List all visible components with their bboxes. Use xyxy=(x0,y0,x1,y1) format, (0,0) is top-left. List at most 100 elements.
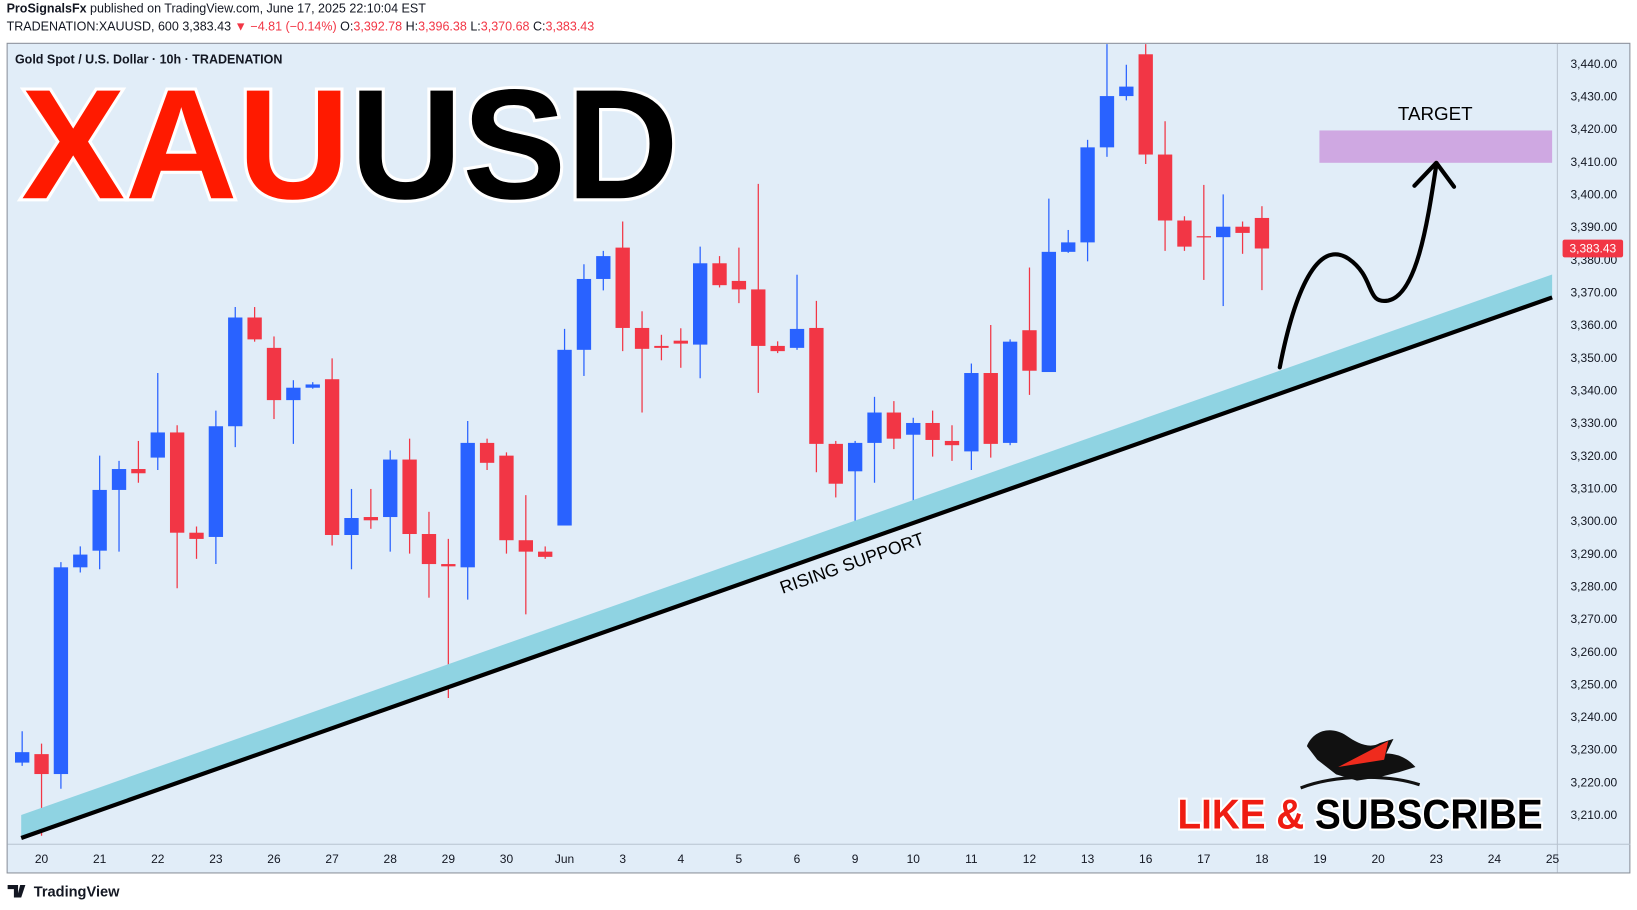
candle-body xyxy=(789,328,805,348)
candle-body xyxy=(169,432,185,533)
support-line xyxy=(20,295,1553,840)
x-tick-label: 3 xyxy=(619,852,626,866)
candle-body xyxy=(208,426,224,537)
candle-body xyxy=(828,443,843,484)
x-tick-label: 25 xyxy=(1546,852,1560,866)
symbol: TRADENATION:XAUUSD, 600 xyxy=(7,19,179,33)
candle-body xyxy=(867,412,882,443)
header-line-2: TRADENATION:XAUUSD, 600 3,383.43 ▼ −4.81… xyxy=(7,19,595,33)
candle-body xyxy=(344,518,359,535)
c-label: C: xyxy=(533,19,546,33)
x-tick-label: 23 xyxy=(209,852,223,866)
candle-body xyxy=(402,459,417,535)
y-tick-label: 3,300.00 xyxy=(1571,514,1618,528)
candle-body xyxy=(131,469,146,474)
y-tick-label: 3,240.00 xyxy=(1571,710,1618,724)
x-tick-label: 5 xyxy=(736,852,743,866)
x-tick-label: 9 xyxy=(852,852,859,866)
candle-body xyxy=(634,327,650,349)
y-tick-label: 3,400.00 xyxy=(1571,188,1618,202)
candle-body xyxy=(1061,242,1076,252)
candle-body xyxy=(1196,236,1211,238)
x-tick-label: 11 xyxy=(965,852,978,866)
candle-body xyxy=(983,373,998,444)
candle-body xyxy=(1216,226,1231,238)
author: ProSignalsFx xyxy=(7,2,87,16)
candle-body xyxy=(34,754,49,775)
x-tick-label: 19 xyxy=(1313,852,1327,866)
y-tick-label: 3,360.00 xyxy=(1571,318,1618,332)
big-title: XAUUSD xyxy=(21,57,678,232)
logo-bull xyxy=(1338,740,1389,768)
x-tick-label: 4 xyxy=(677,852,684,866)
candle-body xyxy=(1254,217,1270,249)
x-tick-label: 23 xyxy=(1430,852,1444,866)
candle-body xyxy=(460,442,475,568)
candle-body xyxy=(673,340,688,344)
y-tick-label: 3,290.00 xyxy=(1571,547,1618,561)
y-tick-label: 3,340.00 xyxy=(1571,383,1618,397)
o-value: 3,392.78 xyxy=(353,19,402,33)
candle-body xyxy=(324,379,340,535)
x-tick-label: 18 xyxy=(1255,852,1269,866)
candle-body xyxy=(576,278,592,350)
x-tick-label: Jun xyxy=(555,852,574,866)
candle-body xyxy=(906,422,921,435)
candle-body xyxy=(809,327,824,444)
l-label: L: xyxy=(470,19,480,33)
target-zone xyxy=(1319,130,1553,163)
x-tick-label: 28 xyxy=(384,852,398,866)
candle-body xyxy=(925,422,940,440)
candle-body xyxy=(92,489,107,551)
published: published on TradingView.com, June 17, 2… xyxy=(90,2,426,16)
l-value: 3,370.68 xyxy=(481,19,530,33)
x-tick-label: 6 xyxy=(794,852,801,866)
candle-body xyxy=(305,384,320,388)
c-value: 3,383.43 xyxy=(546,19,595,33)
y-tick-label: 3,390.00 xyxy=(1571,220,1618,234)
cta-subscribe: SUBSCRIBE xyxy=(1315,791,1543,838)
y-tick-label: 3,330.00 xyxy=(1571,416,1618,430)
o-label: O: xyxy=(340,19,353,33)
x-tick-label: 17 xyxy=(1197,852,1211,866)
x-tick-label: 16 xyxy=(1139,852,1153,866)
candle-body xyxy=(1080,147,1095,243)
candle-body xyxy=(654,345,669,348)
candle-body xyxy=(73,554,88,568)
x-tick-label: 22 xyxy=(151,852,165,866)
x-tick-label: 13 xyxy=(1081,852,1095,866)
x-tick-label: 12 xyxy=(1023,852,1037,866)
y-tick-label: 3,310.00 xyxy=(1571,481,1618,495)
candle-body xyxy=(596,256,611,279)
candle-body xyxy=(1041,251,1057,373)
tv-icon xyxy=(7,884,26,898)
x-tick-label: 10 xyxy=(907,852,921,866)
y-tick-label: 3,280.00 xyxy=(1571,579,1618,593)
cta-like: LIKE & xyxy=(1177,791,1304,838)
y-tick-label: 3,370.00 xyxy=(1571,286,1618,300)
candle-body xyxy=(751,289,766,346)
candle-body xyxy=(712,263,727,286)
candle-body xyxy=(286,387,301,401)
x-tick-label: 20 xyxy=(1371,852,1385,866)
candle-body xyxy=(441,564,456,567)
candle-body xyxy=(770,345,785,352)
footer-brand: TradingView xyxy=(34,884,120,900)
candle-body xyxy=(15,752,30,763)
title-xau: XAU xyxy=(21,57,350,232)
y-tick-label: 3,350.00 xyxy=(1571,351,1618,365)
y-tick-label: 3,260.00 xyxy=(1571,645,1618,659)
x-tick-label: 27 xyxy=(325,852,339,866)
change: ▼ −4.81 (−0.14%) xyxy=(235,19,337,33)
tv-logo: TradingView xyxy=(7,884,120,900)
y-tick-label: 3,420.00 xyxy=(1571,122,1618,136)
h-label: H: xyxy=(406,19,419,33)
target-label: TARGET xyxy=(1398,103,1473,124)
candle-body xyxy=(518,540,533,552)
last: 3,383.43 xyxy=(182,19,231,33)
last-price-label: 3,383.43 xyxy=(1569,242,1616,256)
candle-body xyxy=(731,280,747,290)
candle-body xyxy=(1119,86,1134,97)
